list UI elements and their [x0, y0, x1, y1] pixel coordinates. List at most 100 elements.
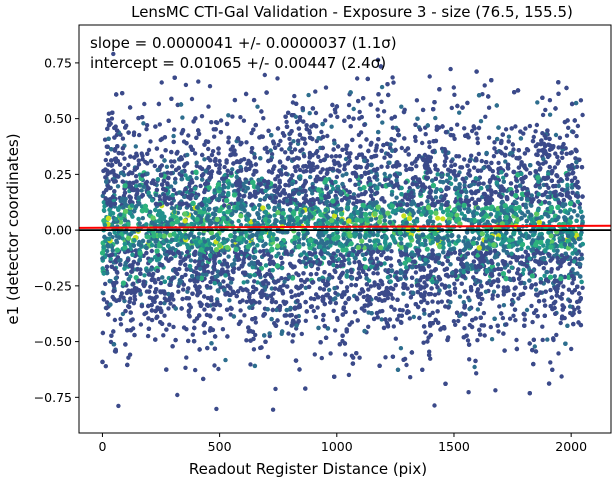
scatter-point	[162, 313, 167, 318]
scatter-point	[549, 257, 554, 262]
scatter-point	[523, 205, 529, 210]
scatter-point	[329, 124, 334, 129]
scatter-point	[269, 152, 275, 157]
scatter-point	[241, 280, 246, 285]
scatter-point	[462, 157, 467, 162]
scatter-point	[573, 156, 578, 161]
scatter-point	[275, 243, 281, 249]
scatter-point	[230, 167, 235, 172]
scatter-point	[242, 193, 247, 198]
scatter-point	[226, 185, 231, 190]
scatter-point	[358, 130, 364, 135]
scatter-point	[188, 278, 193, 283]
scatter-point	[159, 80, 164, 85]
scatter-point	[172, 159, 177, 164]
scatter-point	[293, 168, 298, 174]
scatter-point	[333, 290, 338, 296]
scatter-point	[261, 116, 266, 121]
scatter-point	[379, 99, 384, 105]
scatter-point	[313, 314, 319, 320]
scatter-point	[165, 191, 170, 196]
scatter-point	[474, 131, 479, 136]
scatter-point	[153, 192, 159, 198]
scatter-point	[303, 318, 308, 323]
scatter-point	[478, 119, 484, 124]
scatter-point	[344, 150, 350, 156]
scatter-point	[212, 363, 217, 368]
scatter-point	[462, 213, 467, 219]
scatter-point	[388, 142, 393, 147]
scatter-point	[293, 314, 299, 319]
scatter-point	[335, 317, 340, 323]
scatter-point	[379, 164, 384, 169]
scatter-point	[192, 259, 198, 264]
scatter-point	[452, 92, 457, 98]
scatter-point	[162, 178, 167, 184]
scatter-point	[206, 104, 211, 109]
scatter-point	[389, 249, 394, 254]
scatter-point	[236, 266, 241, 271]
scatter-point	[452, 286, 458, 291]
scatter-point	[183, 365, 188, 370]
scatter-point	[527, 123, 533, 129]
scatter-point	[206, 185, 212, 191]
scatter-point	[284, 119, 289, 125]
scatter-point	[501, 175, 506, 180]
scatter-point	[461, 248, 466, 253]
scatter-point	[327, 287, 332, 293]
scatter-point	[221, 279, 226, 284]
scatter-point	[190, 332, 195, 337]
scatter-point	[208, 279, 213, 285]
scatter-point	[287, 274, 292, 280]
scatter-point	[323, 118, 328, 123]
scatter-point	[238, 213, 244, 219]
scatter-point	[141, 121, 146, 126]
scatter-point	[136, 216, 141, 222]
scatter-point	[320, 317, 326, 323]
scatter-point	[414, 164, 419, 169]
scatter-point	[342, 163, 347, 168]
scatter-point	[533, 144, 539, 149]
scatter-point	[409, 283, 414, 288]
scatter-point	[258, 249, 263, 254]
scatter-point	[320, 278, 326, 284]
scatter-point	[242, 208, 247, 213]
scatter-point	[166, 306, 171, 311]
scatter-point	[154, 294, 159, 299]
scatter-point	[110, 211, 116, 216]
scatter-point	[432, 292, 438, 297]
scatter-point	[319, 355, 324, 361]
scatter-point	[315, 305, 320, 310]
scatter-point	[144, 207, 150, 213]
scatter-point	[152, 163, 157, 169]
scatter-point	[413, 264, 419, 270]
scatter-point	[214, 406, 219, 412]
scatter-point	[287, 136, 292, 141]
scatter-point	[565, 182, 570, 188]
scatter-point	[323, 85, 329, 90]
scatter-point	[213, 120, 219, 125]
scatter-point	[496, 160, 501, 166]
scatter-point	[240, 298, 245, 303]
scatter-point	[540, 112, 546, 118]
scatter-point	[349, 320, 355, 325]
scatter-point	[468, 183, 474, 188]
scatter-point	[164, 164, 170, 169]
scatter-point	[444, 178, 449, 183]
scatter-point	[238, 308, 243, 313]
scatter-point	[547, 98, 553, 103]
scatter-point	[479, 158, 484, 164]
scatter-point	[144, 310, 149, 315]
scatter-point	[269, 286, 274, 291]
scatter-point	[570, 267, 575, 272]
scatter-point	[252, 279, 257, 284]
scatter-point	[491, 154, 497, 159]
scatter-point	[124, 271, 129, 277]
scatter-point	[253, 332, 258, 338]
scatter-point	[196, 79, 201, 84]
scatter-point	[465, 338, 471, 343]
scatter-point	[217, 162, 223, 168]
scatter-point	[394, 178, 399, 183]
scatter-point	[185, 152, 190, 158]
scatter-point	[397, 171, 403, 176]
